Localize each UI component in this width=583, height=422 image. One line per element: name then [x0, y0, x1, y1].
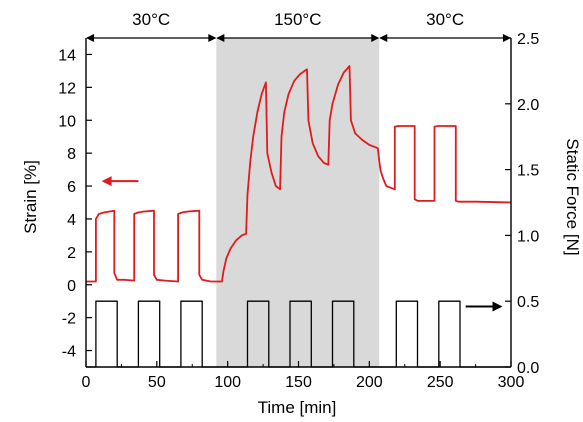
- y-right-tick-label: 0.5: [517, 294, 539, 311]
- y-axis-left-title: Strain [%]: [21, 160, 40, 234]
- x-tick-label: 200: [356, 374, 383, 391]
- x-tick-label: 250: [427, 374, 454, 391]
- region-label-0: 30°C: [132, 10, 170, 29]
- y-axis-right-title: Static Force [N]: [563, 138, 582, 255]
- annotation-layer: [101, 176, 503, 312]
- y-left-tick-label: -2: [62, 311, 76, 328]
- y-left-tick-label: 8: [67, 146, 76, 163]
- axis-arrow-head-left: [101, 176, 112, 187]
- x-tick-label: 0: [82, 374, 91, 391]
- x-tick-label: 50: [148, 374, 166, 391]
- y-right-tick-label: 1.5: [517, 163, 539, 180]
- region-span-arrowhead-left-2: [379, 34, 388, 42]
- y-left-tick-label: 14: [58, 47, 76, 64]
- axis-arrow-head-right: [492, 301, 503, 312]
- temperature-regions: [216, 38, 380, 367]
- y-left-tick-label: 6: [67, 179, 76, 196]
- x-tick-label: 100: [214, 374, 241, 391]
- y-left-tick-label: 0: [67, 278, 76, 295]
- y-left-tick-label: -4: [62, 344, 76, 361]
- y-right-tick-label: 0.0: [517, 360, 539, 377]
- y-right-tick-label: 2.5: [517, 31, 539, 48]
- x-axis-title: Time [min]: [258, 398, 337, 417]
- y-left-tick-label: 10: [58, 113, 76, 130]
- shaded-region-1: [216, 38, 380, 367]
- x-tick-label: 300: [498, 374, 525, 391]
- region-span-arrowhead-left-0: [86, 34, 94, 42]
- x-tick-label: 150: [285, 374, 312, 391]
- y-right-tick-label: 2.0: [517, 97, 539, 114]
- region-label-2: 30°C: [426, 10, 464, 29]
- y-left-tick-label: 12: [58, 80, 76, 97]
- y-left-tick-label: 4: [67, 212, 76, 229]
- region-span-arrowhead-right-1: [371, 34, 380, 42]
- y-right-tick-label: 1.0: [517, 228, 539, 245]
- y-left-tick-label: 2: [67, 245, 76, 262]
- series-line-strain: [86, 65, 512, 283]
- region-span-arrowhead-left-1: [216, 34, 225, 42]
- region-span-arrowhead-right-0: [208, 34, 217, 42]
- ticks-layer: 30°C 150°C 30°C 0 50 100 150 200 250 300 -4 -2 0 2 4 6 8…: [58, 10, 539, 391]
- region-label-1: 150°C: [274, 10, 321, 29]
